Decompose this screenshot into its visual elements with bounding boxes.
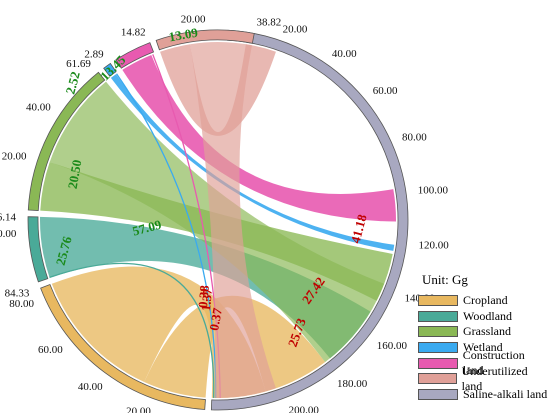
flow-woodland-to-saline-alkali-land-3	[49, 262, 215, 398]
tick-saline-alkali-land-8: 180.00	[337, 378, 368, 390]
arc-saline-alkali-land	[210, 29, 409, 411]
tick-saline-alkali-land-7: 160.00	[377, 340, 408, 352]
tick-cropland-1: 40.00	[78, 381, 103, 393]
flow-cropland-to-saline-alkali-land-1	[144, 295, 326, 398]
legend-swatch-cropland	[418, 295, 458, 307]
tick-woodland-0: 20.00	[0, 228, 17, 240]
end-label-woodland: 26.14	[0, 212, 17, 224]
flow-construction-land-to-saline-alkali-land-8	[122, 54, 397, 222]
flow-value-label-9: 1.37	[198, 287, 215, 311]
legend-item-cropland: Cropland	[418, 293, 548, 309]
tick-underutilized-land-0: 20.00	[181, 13, 206, 25]
end-label-cropland: 84.33	[5, 287, 30, 299]
tick-saline-alkali-land-2: 60.00	[373, 85, 398, 97]
legend-item-construction-land: Construction land	[418, 348, 548, 377]
flow-value-label-4: 20.50	[65, 159, 85, 190]
arc-wetland	[103, 62, 117, 77]
legend-swatch-construction-land	[418, 357, 458, 369]
flow-value-label-6: 2.52	[62, 70, 82, 96]
tick-grassland-0: 20.00	[2, 151, 27, 163]
tick-grassland-1: 40.00	[26, 102, 51, 114]
legend-item-saline-alkali-land: Saline-alkali land	[418, 387, 548, 403]
flow-wetland-to-saline-alkali-land-7	[116, 73, 217, 398]
legend-item-grassland: Grassland	[418, 324, 548, 340]
flow-value-label-5: 41.18	[348, 212, 370, 245]
arc-construction-land	[115, 42, 155, 69]
flow-woodland-to-saline-alkali-land-2	[39, 216, 371, 359]
unit-label: Unit: Gg	[422, 272, 468, 287]
tick-cropland-2: 60.00	[38, 344, 63, 356]
tick-saline-alkali-land-4: 100.00	[418, 184, 449, 196]
legend-label-saline-alkali-land: Saline-alkali land	[463, 386, 548, 401]
legend-label-woodland: Woodland	[463, 308, 513, 323]
legend-swatch-grassland	[418, 326, 458, 338]
flow-value-label-2: 25.76	[53, 234, 75, 267]
legend-swatch-underutilized-land	[418, 373, 457, 385]
legend-label-cropland: Cropland	[463, 293, 508, 308]
flow-value-label-3: 0.38	[195, 284, 212, 308]
legend-label-wetland: Wetland	[463, 340, 503, 355]
end-label-underutilized-land: 38.82	[257, 17, 282, 29]
end-label-grassland: 61.69	[66, 58, 91, 70]
legend-item-woodland: Woodland	[418, 309, 548, 325]
flow-value-label-10: 13.09	[168, 25, 200, 45]
legend-item-wetland: Wetland	[418, 340, 548, 356]
legend-swatch-saline-alkali-land	[418, 388, 458, 400]
legend-label-construction-land: Construction land	[462, 348, 525, 378]
tick-cropland-0: 20.00	[126, 406, 151, 413]
end-label-wetland: 2.89	[84, 49, 104, 61]
end-label-construction-land: 14.82	[121, 26, 146, 38]
flow-cropland-to-saline-alkali-land-0	[51, 266, 266, 398]
arc-underutilized-land	[155, 29, 255, 51]
arc-woodland	[27, 216, 49, 283]
flow-underutilized-land-to-saline-alkali-land-11	[190, 41, 276, 398]
tick-saline-alkali-land-1: 40.00	[332, 48, 357, 60]
tick-saline-alkali-land-3: 80.00	[402, 132, 427, 144]
legend-label-grassland: Grassland	[463, 324, 511, 339]
flow-value-label-0: 57.09	[131, 216, 164, 238]
tick-cropland-3: 80.00	[9, 298, 34, 310]
tick-saline-alkali-land-9: 200.00	[289, 404, 320, 413]
arc-grassland	[27, 71, 106, 212]
legend-swatch-wetland	[418, 342, 458, 354]
legend-item-underutilized-land: Underutilized land	[418, 364, 548, 393]
flow-value-label-7: 0.37	[206, 306, 225, 332]
legend-label-underutilized-land: Underutilized land	[461, 363, 528, 393]
tick-saline-alkali-land-5: 120.00	[419, 239, 450, 251]
legend: Unit: Gg Cropland Woodland Grassland Wetlan…	[418, 272, 548, 402]
tick-saline-alkali-land-0: 20.00	[283, 24, 308, 36]
legend-swatch-woodland	[418, 310, 458, 322]
arc-cropland	[40, 283, 206, 410]
